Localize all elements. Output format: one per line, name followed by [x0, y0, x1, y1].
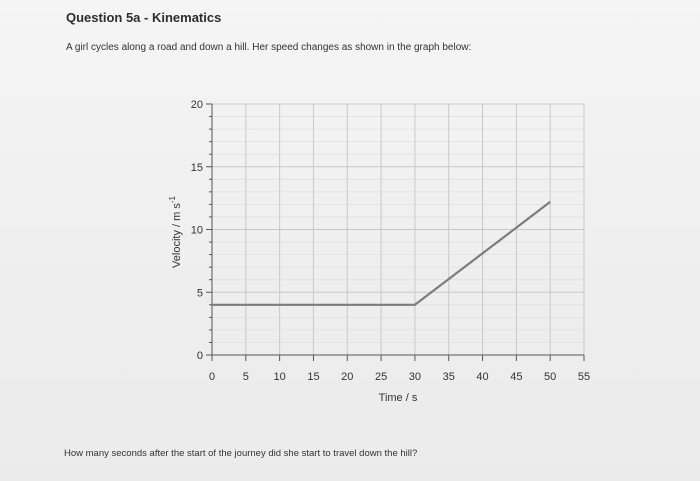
y-tick-label: 0 [197, 350, 203, 362]
x-tick-label: 55 [578, 371, 590, 383]
x-tick-label: 35 [443, 371, 455, 383]
x-axis-label: Time / s [379, 392, 418, 404]
x-tick-label: 20 [341, 371, 353, 383]
chart-labels: Time / s Velocity / m s-1 [168, 196, 418, 405]
question-text: How many seconds after the start of the … [64, 448, 418, 459]
chart-grid [211, 103, 585, 356]
x-tick-label: 50 [544, 371, 556, 383]
x-tick-label: 25 [375, 371, 387, 383]
y-tick-label: 20 [191, 99, 203, 111]
x-tick-label: 15 [307, 371, 319, 383]
y-tick-label: 15 [191, 162, 203, 174]
x-tick-label: 45 [510, 371, 522, 383]
page-title: Question 5a - Kinematics [66, 10, 222, 25]
y-tick-label: 5 [197, 287, 203, 299]
x-tick-label: 10 [274, 371, 286, 383]
x-tick-label: 40 [476, 371, 488, 383]
y-axis-label-superscript: -1 [168, 196, 177, 204]
chart-axes: 0 5 10 15 20 0 5 10 15 20 25 30 35 40 45 50 55 [191, 99, 590, 383]
velocity-line [212, 201, 551, 306]
x-tick-label: 30 [409, 371, 421, 383]
y-axis-label-main: Velocity / m s [171, 203, 183, 268]
y-axis-label: Velocity / m s-1 [168, 196, 183, 268]
y-tick-label: 10 [191, 225, 203, 237]
x-tick-label: 5 [243, 371, 249, 383]
question-prompt: A girl cycles along a road and down a hi… [66, 42, 472, 53]
x-tick-label: 0 [209, 371, 215, 383]
chart-series [212, 201, 551, 306]
